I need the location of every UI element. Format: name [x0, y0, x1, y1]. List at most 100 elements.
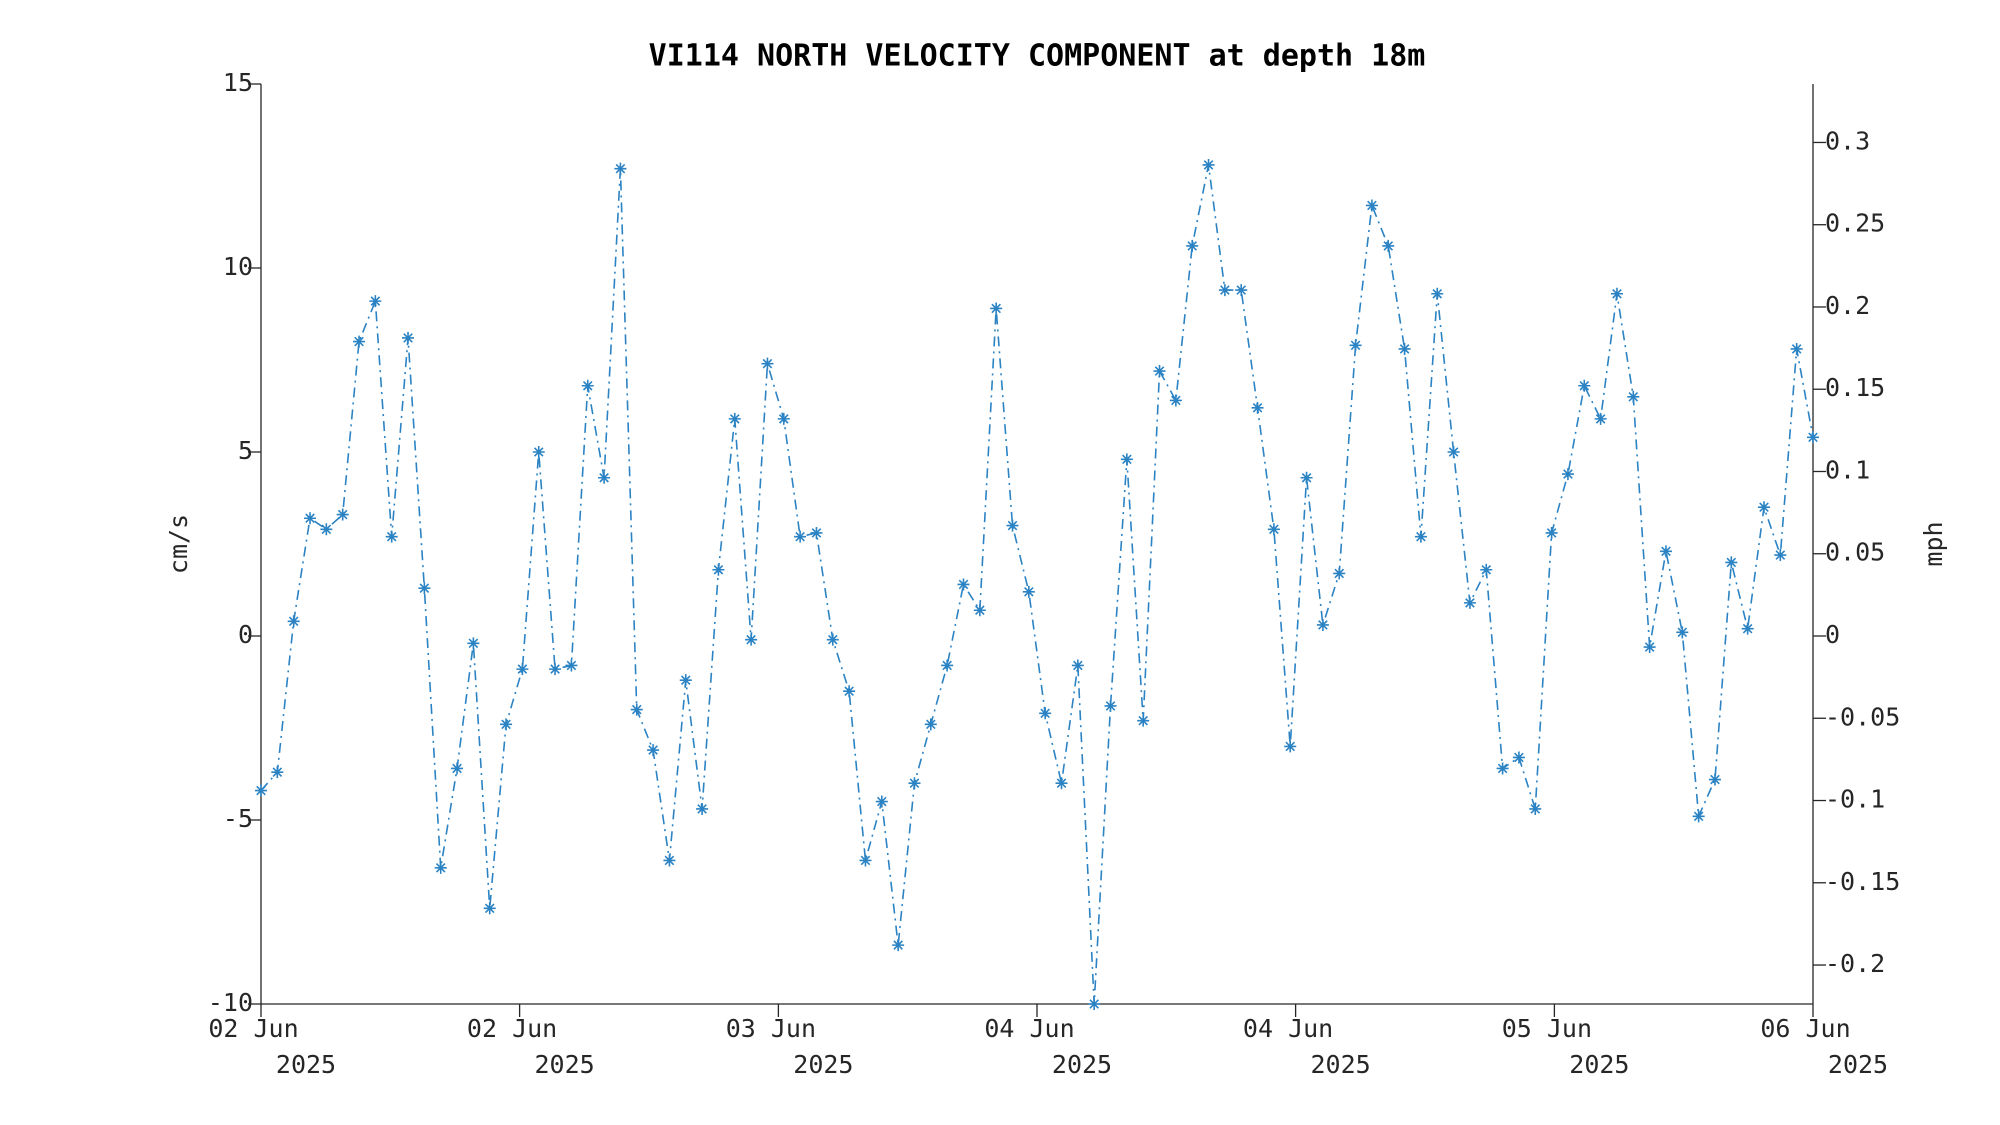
marker [1104, 699, 1117, 712]
marker [696, 802, 709, 815]
chart-title: VI114 NORTH VELOCITY COMPONENT at depth … [649, 39, 1426, 74]
marker [532, 446, 545, 458]
marker [908, 777, 921, 790]
marker [1349, 339, 1362, 352]
marker [1512, 751, 1525, 764]
y2-tick-label: -0.05 [1825, 702, 1900, 731]
marker [1398, 342, 1411, 355]
marker [924, 718, 937, 731]
y2-tick-label: 0.15 [1825, 373, 1885, 402]
marker [1414, 530, 1427, 543]
marker [353, 335, 366, 348]
y-tick-label: 10 [223, 252, 253, 281]
marker [549, 663, 562, 676]
marker [287, 615, 300, 628]
x-tick-label: 02 Jun 2025 [467, 1014, 595, 1079]
marker [1774, 549, 1787, 562]
marker [1627, 390, 1640, 403]
marker [973, 604, 986, 617]
y2-tick-label: 0.1 [1825, 455, 1870, 484]
marker [1218, 284, 1231, 297]
marker [1022, 585, 1035, 598]
marker [1300, 471, 1313, 484]
y-tick-label: -10 [208, 988, 253, 1017]
x-tick-label: 06 Jun 2025 [1760, 1014, 1888, 1079]
y2-tick-label: -0.1 [1825, 785, 1885, 814]
marker [1529, 802, 1542, 815]
marker [957, 578, 970, 591]
x-tick-label: 03 Jun 2025 [726, 1014, 854, 1079]
marker [1088, 998, 1101, 1010]
marker [761, 357, 774, 370]
y-tick-label: -5 [223, 804, 253, 833]
marker [565, 659, 578, 672]
marker [1659, 545, 1672, 558]
marker [402, 331, 415, 344]
x-tick-label: 04 Jun 2025 [1243, 1014, 1371, 1079]
marker [434, 861, 447, 874]
marker [941, 659, 954, 672]
marker [255, 784, 267, 797]
marker [1055, 777, 1068, 790]
marker [1480, 563, 1493, 576]
marker [467, 637, 480, 650]
marker [271, 766, 284, 779]
marker [1169, 394, 1182, 407]
y-tick-label: 0 [238, 620, 253, 649]
marker [1708, 773, 1721, 786]
marker [1692, 810, 1705, 823]
marker [826, 633, 839, 646]
marker [385, 530, 398, 543]
marker [843, 685, 856, 698]
marker [745, 633, 758, 646]
marker [892, 939, 905, 952]
marker [1039, 707, 1052, 720]
marker [1431, 287, 1444, 300]
marker [777, 412, 790, 425]
marker [810, 526, 823, 539]
marker [1643, 641, 1656, 654]
y2-tick-label: -0.2 [1825, 949, 1885, 978]
marker [1382, 239, 1395, 252]
y-tick-label: 5 [238, 436, 253, 465]
marker [1790, 342, 1803, 355]
marker [483, 902, 496, 915]
marker [990, 302, 1003, 315]
y2-tick-label: 0.25 [1825, 209, 1885, 238]
y-tick-label: 15 [223, 68, 253, 97]
x-tick-label: 05 Jun 2025 [1502, 1014, 1630, 1079]
marker [1757, 501, 1770, 514]
marker [1741, 622, 1754, 635]
marker [451, 762, 464, 775]
x-tick-label: 04 Jun 2025 [984, 1014, 1112, 1079]
marker [1447, 446, 1460, 458]
y-axis-label: cm/s [164, 514, 193, 574]
marker [516, 663, 529, 676]
y2-axis-label: mph [1919, 521, 1948, 566]
marker [1578, 379, 1591, 392]
y2-tick-label: 0 [1825, 620, 1840, 649]
marker [1137, 714, 1150, 727]
marker [875, 795, 888, 808]
marker [859, 854, 872, 867]
marker [1251, 401, 1264, 414]
marker [614, 162, 627, 175]
marker [1561, 468, 1574, 481]
series-line [260, 164, 1814, 1005]
marker [1316, 618, 1329, 631]
marker [728, 412, 741, 425]
marker [1463, 596, 1476, 609]
marker [500, 718, 513, 731]
marker [1120, 453, 1133, 466]
marker [320, 523, 333, 536]
y2-tick-label: 0.2 [1825, 291, 1870, 320]
marker [1153, 365, 1166, 378]
marker [581, 379, 594, 392]
marker [1267, 523, 1280, 536]
marker [1365, 199, 1378, 212]
marker [712, 563, 725, 576]
marker [1610, 287, 1623, 300]
marker [1594, 412, 1607, 425]
marker [1186, 239, 1199, 252]
